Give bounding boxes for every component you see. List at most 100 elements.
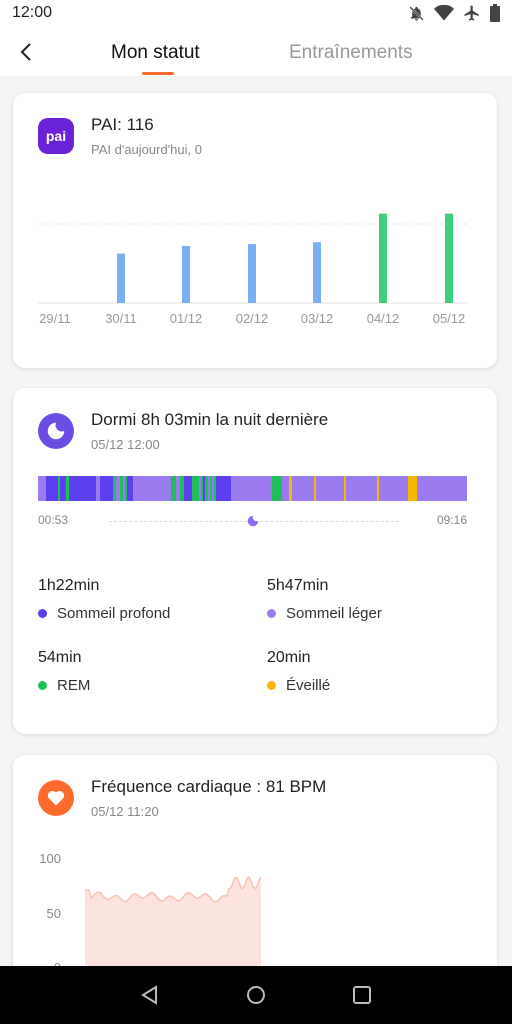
sleep-segment-rem xyxy=(180,476,184,501)
pai-bar-chart: 29/11 30/11 01/12 02/12 03/12 04/12 05/12 xyxy=(38,213,468,326)
pai-bar xyxy=(117,253,125,303)
pai-bar xyxy=(313,242,321,303)
pai-tick-label: 01/12 xyxy=(170,311,203,326)
heart-title: Fréquence cardiaque : 81 BPM xyxy=(91,777,327,796)
stat-light-sleep: 5h47min Sommeil léger xyxy=(267,577,382,622)
nav-recents-button[interactable] xyxy=(345,978,379,1012)
stat-deep-value: 1h22min xyxy=(38,577,100,594)
svg-text:z: z xyxy=(57,424,61,432)
pai-bar xyxy=(445,213,453,303)
sleep-segment-rem xyxy=(113,476,116,501)
sleep-stage-bar xyxy=(38,476,467,501)
status-bar: 12:00 xyxy=(0,0,512,26)
heart-rate-line xyxy=(85,875,262,903)
sleep-segment-light xyxy=(346,476,377,501)
pai-bar xyxy=(379,213,387,303)
triangle-back-icon xyxy=(141,985,157,1005)
stat-awake-label: Éveillé xyxy=(286,677,331,694)
pai-tick-label: 03/12 xyxy=(301,311,334,326)
sleep-segment-light xyxy=(292,476,314,501)
sleep-segment-deep xyxy=(69,476,96,501)
sleep-segment-rem xyxy=(171,476,176,501)
pai-badge-icon: pai xyxy=(38,118,74,154)
heart-rate-area xyxy=(85,877,261,967)
stat-rem: 54min REM xyxy=(38,649,90,694)
bell-off-icon xyxy=(409,5,424,21)
back-button[interactable] xyxy=(14,40,38,64)
heart-icon xyxy=(38,780,74,816)
chevron-left-icon xyxy=(20,43,31,61)
stat-awake-value: 20min xyxy=(267,649,311,666)
pai-tick-label: 29/11 xyxy=(39,311,71,326)
moon-icon: z xyxy=(38,413,74,449)
pai-tick-label: 02/12 xyxy=(236,311,269,326)
sleep-segment-rem xyxy=(120,476,123,501)
sleep-segment-light xyxy=(379,476,408,501)
stat-light-value: 5h47min xyxy=(267,577,329,594)
tab-entrainements[interactable]: Entraînements xyxy=(289,42,413,63)
sleep-segment-rem xyxy=(272,476,282,501)
heart-y-tick: 100 xyxy=(39,851,61,866)
sleep-segment-light xyxy=(199,476,201,501)
sleep-segment-light xyxy=(231,476,272,501)
small-moon-icon xyxy=(247,515,259,527)
heart-y-tick: 50 xyxy=(47,906,61,921)
deep-dot xyxy=(38,609,47,618)
sleep-segment-rem xyxy=(125,476,127,501)
sleep-segment-rem xyxy=(66,476,69,501)
sleep-segment-deep xyxy=(184,476,192,501)
sleep-segment-light xyxy=(96,476,100,501)
sleep-segment-light xyxy=(208,476,210,501)
sleep-segment-deep xyxy=(216,476,231,501)
pai-card[interactable]: pai PAI: 116 PAI d'aujourd'hui, 0 29/11 3… xyxy=(13,93,497,368)
sleep-segment-rem xyxy=(58,476,60,501)
sleep-segment-light xyxy=(133,476,171,501)
nav-back-button[interactable] xyxy=(133,978,167,1012)
sleep-segment-rem xyxy=(214,476,216,501)
sleep-segment-rem xyxy=(205,476,208,501)
sleep-segment-light xyxy=(212,476,214,501)
stat-awake: 20min Éveillé xyxy=(267,649,330,694)
awake-dot xyxy=(267,681,276,690)
sleep-card[interactable]: z Dormi 8h 03min la nuit dernière 05/12 … xyxy=(13,388,497,734)
heart-rate-chart: 100500 xyxy=(39,851,483,975)
pai-bar xyxy=(248,244,256,303)
stat-rem-value: 54min xyxy=(38,649,82,666)
sleep-segment-deep xyxy=(60,476,66,501)
status-icons xyxy=(408,4,500,22)
sleep-segment-light xyxy=(176,476,180,501)
tab-mon-statut[interactable]: Mon statut xyxy=(111,42,200,63)
stat-light-label: Sommeil léger xyxy=(286,605,382,622)
active-tab-indicator xyxy=(142,72,174,75)
pai-badge-text: pai xyxy=(45,128,67,144)
system-nav-bar xyxy=(0,966,512,1024)
sleep-segment-deep xyxy=(127,476,133,501)
sleep-segment-light xyxy=(417,476,467,501)
square-recents-icon xyxy=(353,986,371,1004)
heart-rate-card[interactable]: Fréquence cardiaque : 81 BPM 05/12 11:20… xyxy=(13,755,497,995)
pai-subtitle: PAI d'aujourd'hui, 0 xyxy=(91,142,202,157)
sleep-title: Dormi 8h 03min la nuit dernière xyxy=(91,410,329,429)
sleep-segment-deep xyxy=(203,476,205,501)
sleep-segment-rem xyxy=(201,476,203,501)
sleep-segment-awake xyxy=(289,476,292,501)
sleep-segment-deep xyxy=(46,476,58,501)
sleep-segment-light xyxy=(282,476,289,501)
nav-home-button[interactable] xyxy=(239,978,273,1012)
stat-deep-label: Sommeil profond xyxy=(57,605,171,622)
sleep-segment-awake xyxy=(408,476,417,501)
rem-dot xyxy=(38,681,47,690)
sleep-segment-light xyxy=(123,476,125,501)
sleep-segment-rem xyxy=(210,476,212,501)
status-time: 12:00 xyxy=(12,4,53,21)
sleep-segment-light xyxy=(38,476,46,501)
light-dot xyxy=(267,609,276,618)
sleep-end-time: 09:16 xyxy=(436,513,467,527)
battery-icon xyxy=(490,4,500,22)
sleep-segment-awake xyxy=(314,476,316,501)
pai-title: PAI: 116 xyxy=(91,115,154,134)
stat-deep-sleep: 1h22min Sommeil profond xyxy=(38,577,170,622)
pai-tick-label: 04/12 xyxy=(367,311,400,326)
pai-tick-label: 30/11 xyxy=(105,311,137,326)
wifi-icon xyxy=(434,5,454,21)
